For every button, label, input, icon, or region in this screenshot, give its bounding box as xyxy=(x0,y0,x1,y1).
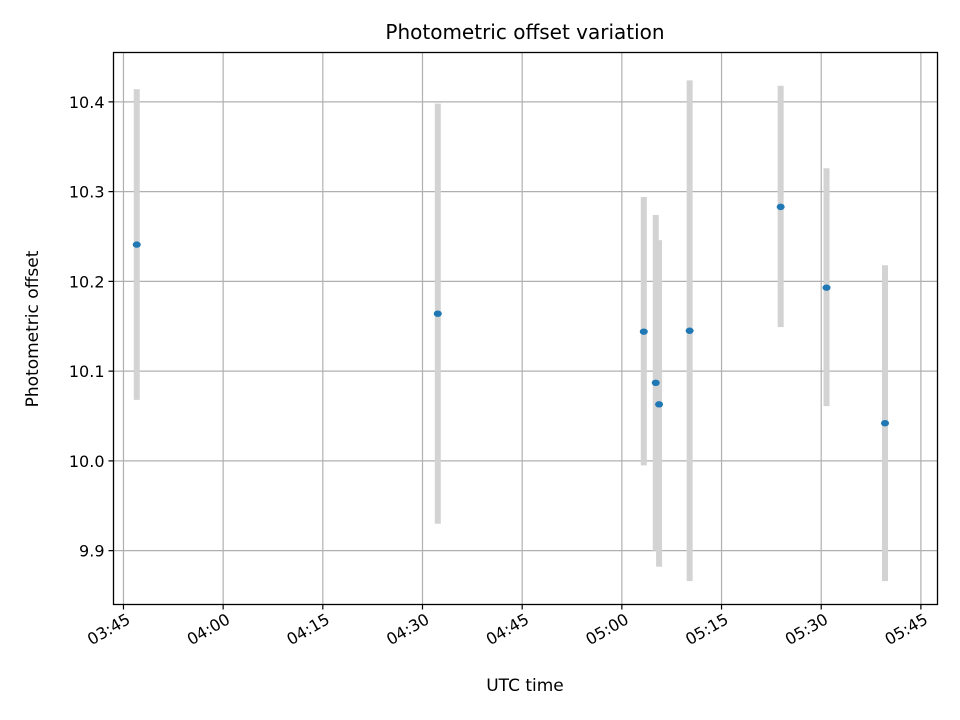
plot-frame xyxy=(112,51,939,606)
data-points xyxy=(132,203,890,427)
grid xyxy=(113,52,938,605)
data-point xyxy=(651,379,660,387)
y-tick-label: 10.2 xyxy=(69,272,105,291)
y-tick-label: 10.1 xyxy=(69,362,105,381)
data-point xyxy=(433,310,442,317)
data-point xyxy=(776,203,785,211)
data-point xyxy=(132,241,141,248)
y-axis-title: Photometric offset xyxy=(23,250,43,407)
y-tick-label: 9.9 xyxy=(79,542,104,561)
data-point xyxy=(655,401,664,408)
y-tick-label: 10.3 xyxy=(69,183,105,202)
chart-title: Photometric offset variation xyxy=(385,20,664,44)
y-tick-label: 10.0 xyxy=(69,452,105,471)
data-point xyxy=(881,419,890,427)
data-point xyxy=(639,328,648,335)
y-axis: 9.9 10.0 10.1 10.2 10.3 10.4 xyxy=(69,93,114,561)
y-tick-label: 10.4 xyxy=(69,93,105,112)
x-axis-title: UTC time xyxy=(486,676,564,696)
data-point xyxy=(822,284,831,291)
data-point xyxy=(685,327,694,334)
